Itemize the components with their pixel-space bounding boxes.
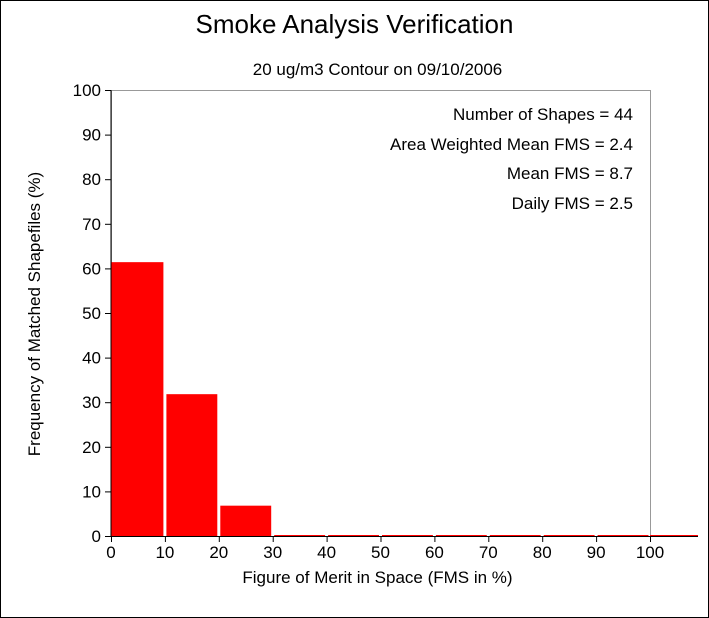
- x-tick-label-60: 60: [425, 543, 444, 562]
- statistics-box: Number of Shapes = 44 Area Weighted Mean…: [390, 100, 633, 218]
- bars: [111, 262, 649, 536]
- y-tick-label-0: 0: [92, 527, 101, 546]
- y-tick-label-80: 80: [82, 170, 101, 189]
- y-tick-label-20: 20: [82, 438, 101, 457]
- stat-number-of-shapes: Number of Shapes = 44: [452, 105, 633, 124]
- y-tick-label-90: 90: [82, 126, 101, 145]
- stat-daily-fms: Daily FMS = 2.5: [511, 193, 633, 213]
- chart-title: Smoke Analysis Verification: [195, 9, 514, 39]
- chart-subtitle: 20 ug/m3 Contour on 09/10/2006: [252, 60, 503, 79]
- y-tick-label-60: 60: [82, 259, 101, 278]
- y-tick-label-50: 50: [82, 304, 101, 323]
- y-tick-label-40: 40: [82, 349, 101, 368]
- x-tick-label-0: 0: [106, 543, 115, 562]
- bar-10-20: [166, 394, 218, 536]
- x-tick-label-50: 50: [371, 543, 390, 562]
- bar-20-30: [220, 505, 272, 536]
- ticks: 0 10 20 30 40 50 60 70 80 90 100 0 10 20 30 40 50 60 70 80 9…: [73, 81, 665, 562]
- x-tick-label-20: 20: [209, 543, 228, 562]
- x-tick-label-30: 30: [263, 543, 282, 562]
- x-axis-label: Figure of Merit in Space (FMS in %): [242, 568, 513, 587]
- x-tick-label-90: 90: [587, 543, 606, 562]
- y-tick-label-100: 100: [73, 81, 101, 100]
- x-tick-label-70: 70: [479, 543, 498, 562]
- y-tick-label-10: 10: [82, 482, 101, 501]
- x-tick-label-10: 10: [155, 543, 174, 562]
- stat-mean-fms: Mean FMS = 8.7: [506, 164, 633, 183]
- x-tick-label-100: 100: [636, 543, 664, 562]
- bar-0-10: [111, 262, 164, 536]
- y-tick-label-70: 70: [82, 215, 101, 234]
- x-tick-label-80: 80: [533, 543, 552, 562]
- x-tick-label-40: 40: [317, 543, 336, 562]
- stat-area-weighted-mean-fms: Area Weighted Mean FMS = 2.4: [389, 134, 633, 154]
- y-tick-label-30: 30: [82, 393, 101, 412]
